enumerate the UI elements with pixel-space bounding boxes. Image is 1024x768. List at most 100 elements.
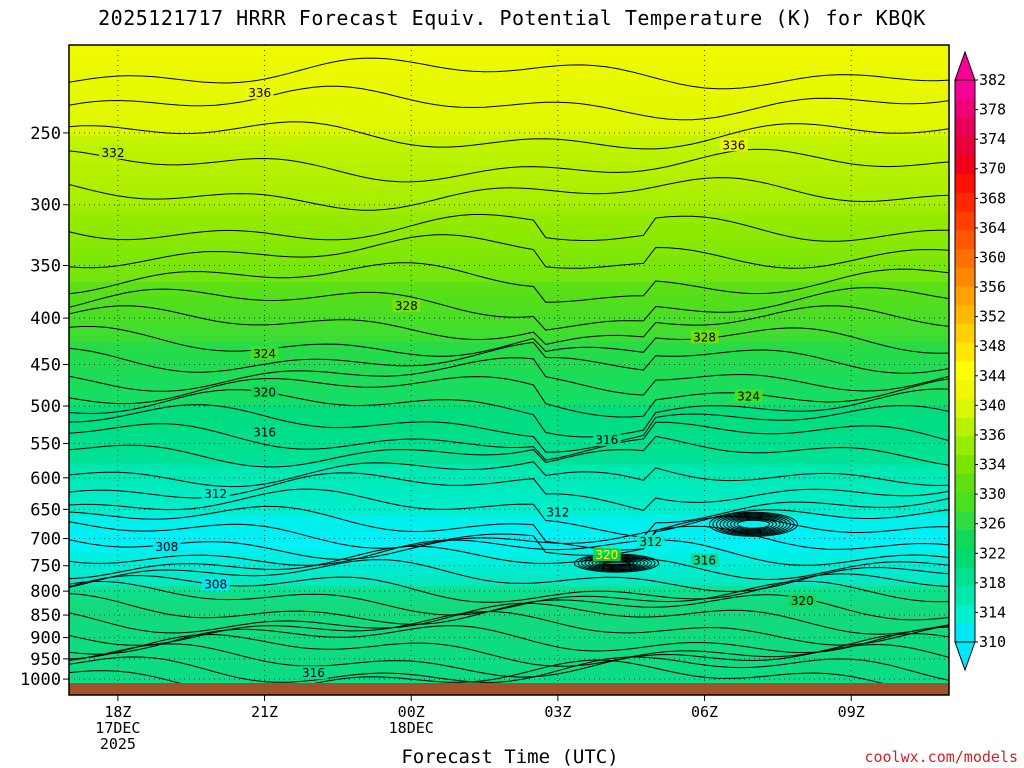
contour-line-14: [69, 388, 949, 438]
colorbar: 310 314 318 322 326 330 334 336 340 344 348 352 356 3…: [954, 50, 1006, 672]
colorbar-tick-label: 340: [979, 396, 1006, 414]
convective-contour-1-2: [715, 513, 791, 535]
contour-line-31: [69, 610, 949, 646]
y-tick-label: 550: [30, 435, 61, 455]
contour-label: 312: [204, 487, 227, 501]
y-tick-label: 800: [30, 582, 61, 602]
colorbar-segment: [955, 211, 975, 231]
theta-e-band-0: [69, 45, 949, 137]
colorbar-tick-label: 314: [979, 603, 1006, 621]
contour-line-3: [69, 148, 949, 183]
y-axis: 250 300 350 400 450 500 550 600 650 700 750 800 850 9…: [20, 124, 69, 690]
colorbar-segment: [955, 361, 975, 381]
colorbar-bottom-arrow: [954, 641, 976, 672]
theta-e-band-4: [69, 341, 949, 406]
x-tick-label: 21Z: [251, 703, 278, 721]
y-tick-label: 850: [30, 606, 61, 626]
x-tick-label: 00Z: [398, 703, 425, 721]
contour-label-bg: [99, 145, 127, 159]
contour-label-bg: [299, 666, 328, 680]
contour-line-23: [69, 525, 949, 560]
contour-label-bg: [734, 389, 763, 403]
colorbar-frame: [954, 79, 976, 643]
contour-label-bg: [543, 505, 572, 519]
convective-contour-0-8: [602, 561, 632, 565]
x-tick-label: 03Z: [544, 703, 571, 721]
colorbar-segment: [955, 417, 975, 437]
y-tick-label: 1000: [20, 670, 61, 690]
contour-label-bg: [592, 548, 621, 562]
contour-label-bg: [201, 577, 230, 591]
colorbar-tick-label: 374: [979, 130, 1006, 148]
colorbar-segment: [955, 435, 975, 456]
y-tick-label: 750: [30, 557, 61, 577]
x-tick-label: 09Z: [838, 703, 865, 721]
contour-line-28: [69, 580, 949, 616]
contour-line-35: [69, 656, 949, 683]
credit-link[interactable]: coolwx.com/models: [864, 748, 1018, 766]
x-tick-label: 17DEC: [95, 719, 140, 737]
colorbar-tick-label: 364: [979, 219, 1006, 237]
contour-label: 316: [302, 666, 325, 680]
contour-label-bg: [636, 534, 665, 548]
colorbar-segment: [955, 529, 975, 549]
chart-title: 2025121717 HRRR Forecast Equiv. Potentia…: [98, 6, 926, 30]
colorbar-segment: [955, 454, 975, 474]
colorbar-top-arrow: [954, 50, 976, 81]
colorbar-tick-label: 382: [979, 71, 1006, 89]
contour-label-bg: [250, 385, 279, 399]
contour-line-36: [69, 659, 884, 683]
contour-line-32: [69, 625, 949, 655]
colorbar-segment: [955, 154, 975, 175]
contour-line-22: [69, 515, 949, 556]
colorbar-segment: [955, 379, 975, 399]
convective-contour-1-0: [708, 511, 798, 537]
colorbar-tick-label: 352: [979, 308, 1006, 326]
theta-e-band-2: [69, 211, 949, 283]
convective-contour-1-8: [736, 519, 770, 529]
y-tick-label: 300: [30, 196, 61, 216]
colorbar-segment: [955, 510, 975, 531]
contour-line-13: [69, 376, 949, 418]
contour-label-bg: [201, 486, 230, 500]
contour-label: 312: [639, 535, 662, 549]
y-tick-label: 900: [30, 629, 61, 649]
colorbar-segment: [955, 117, 975, 137]
y-tick-label: 700: [30, 530, 61, 550]
colorbar-tick-label: 348: [979, 337, 1006, 355]
colorbar-segment: [955, 623, 975, 643]
y-tick-label: 650: [30, 500, 61, 520]
colorbar-segment: [955, 229, 975, 250]
colorbar-segment: [955, 398, 975, 418]
x-axis-title: Forecast Time (UTC): [401, 746, 619, 768]
contour-line-25: [69, 545, 949, 581]
contour-label-bg: [788, 593, 817, 607]
convective-contour-1-4: [722, 515, 784, 533]
contour-line-7: [69, 262, 949, 303]
contour-label: 308: [204, 578, 227, 592]
contour-label: 328: [693, 330, 716, 344]
x-tick-label: 06Z: [691, 703, 718, 721]
contour-line-18: [69, 461, 949, 488]
contour-label-bg: [250, 346, 279, 360]
contour-label: 320: [791, 594, 814, 608]
colorbar-segment: [955, 585, 975, 606]
theta-e-band-5: [69, 405, 949, 465]
contour-label: 336: [248, 86, 271, 100]
contour-line-5: [69, 214, 949, 242]
contour-line-11: [69, 341, 949, 374]
theta-e-band-7: [69, 515, 949, 587]
contour-label: 316: [595, 433, 618, 447]
colorbar-segment: [955, 248, 975, 268]
y-tick-label: 600: [30, 469, 61, 489]
colorbar-segment: [955, 192, 975, 212]
contour-label-bg: [245, 86, 274, 100]
colorbar-segment: [955, 304, 975, 325]
convective-contour-1-7: [733, 518, 774, 530]
contour-label: 308: [155, 540, 178, 554]
colorbar-tick-label: 344: [979, 367, 1006, 385]
colorbar-segment: [955, 286, 975, 306]
colorbar-segment: [955, 323, 975, 343]
